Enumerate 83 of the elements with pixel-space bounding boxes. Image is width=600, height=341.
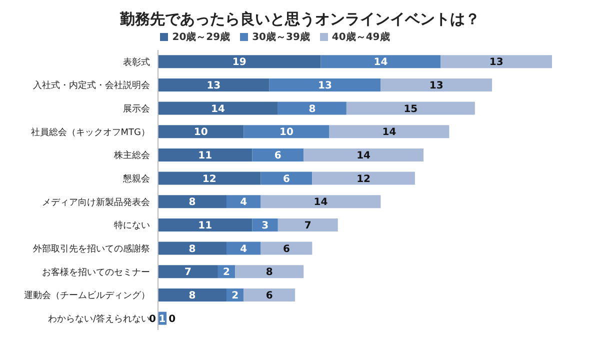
y-tick-label: お客様を招いてのセミナー [42, 266, 150, 278]
bar [244, 125, 330, 138]
bar [226, 242, 261, 255]
bar [235, 265, 304, 278]
bar [244, 288, 296, 302]
data-label: 3 [262, 220, 269, 232]
bar [158, 78, 270, 92]
data-label: 13 [489, 57, 504, 68]
data-label: 14 [356, 150, 371, 162]
y-tick-label: 入社式・内定式・会社説明会 [33, 80, 150, 92]
bar [278, 102, 346, 115]
data-label: 4 [240, 197, 248, 208]
data-label: 11 [198, 220, 212, 232]
data-label: 14 [210, 104, 225, 115]
data-label: 8 [308, 104, 316, 115]
data-label: 4 [240, 244, 248, 255]
bar [158, 172, 261, 185]
bar [380, 78, 492, 92]
data-label: 6 [282, 174, 290, 185]
bar [158, 195, 227, 208]
data-label: 0 [149, 314, 156, 325]
y-tick-label: わからない/答えられない [48, 314, 150, 325]
data-label: 13 [318, 80, 332, 92]
data-label: 15 [404, 104, 418, 115]
legend-label: 20歳～29歳 [172, 32, 230, 43]
data-label: 7 [304, 220, 312, 232]
data-label: 8 [188, 290, 196, 302]
bar [260, 195, 381, 208]
data-label: 13 [429, 80, 444, 92]
y-tick-label: メディア向け新製品発表会 [42, 196, 150, 208]
legend-label: 40歳～49歳 [332, 32, 390, 43]
data-label: 6 [282, 244, 290, 255]
y-tick-label: 特にない [114, 220, 150, 232]
y-tick-label: 社員総会（キックオフMTG） [30, 126, 150, 138]
data-label: 6 [266, 290, 273, 302]
data-label: 13 [206, 80, 221, 92]
data-label: 7 [184, 267, 192, 278]
y-tick-label: 展示会 [123, 104, 150, 115]
bar [278, 218, 338, 232]
bar [304, 148, 424, 162]
bar [158, 265, 218, 278]
data-label: 12 [202, 174, 216, 185]
bar [320, 55, 441, 68]
y-tick-label: 懇親会 [122, 174, 150, 185]
bar [440, 55, 552, 68]
bar [252, 218, 278, 232]
bar [158, 288, 227, 302]
y-tick-label: 運動会（チームビルディング） [24, 290, 150, 302]
data-label: 14 [382, 127, 396, 138]
data-label: 6 [274, 150, 282, 162]
bar [158, 218, 252, 232]
bar [158, 242, 227, 255]
data-label: 10 [280, 127, 294, 138]
data-label: 8 [188, 197, 196, 208]
bar [312, 172, 415, 185]
bar [252, 148, 304, 162]
y-tick-label: 外部取引先を招いての感謝祭 [33, 244, 150, 255]
data-label: 14 [374, 57, 388, 68]
data-label: 10 [194, 127, 208, 138]
legend-label: 30歳～39歳 [252, 32, 310, 43]
bar [346, 102, 475, 115]
chart-title: 勤務先であったら良いと思うオンラインイベントは？ [119, 9, 481, 30]
data-label: 11 [198, 150, 212, 162]
data-label: 8 [188, 244, 196, 255]
bar [158, 102, 278, 115]
data-label: 19 [232, 57, 246, 68]
bar [269, 78, 381, 92]
data-label: 0 [168, 314, 176, 325]
y-tick-label: 表彰式 [123, 56, 150, 68]
bar [158, 148, 252, 162]
data-label: 14 [314, 197, 328, 208]
bar [226, 195, 261, 208]
data-label: 8 [266, 267, 273, 278]
data-label: 2 [223, 267, 230, 278]
bar [260, 172, 312, 185]
data-label: 1 [158, 314, 166, 325]
bar [158, 55, 321, 68]
data-label: 12 [356, 174, 371, 185]
bar [329, 125, 450, 138]
bar [158, 125, 244, 138]
bar [260, 242, 312, 255]
y-tick-label: 株主総会 [113, 150, 150, 162]
data-label: 2 [232, 290, 239, 302]
